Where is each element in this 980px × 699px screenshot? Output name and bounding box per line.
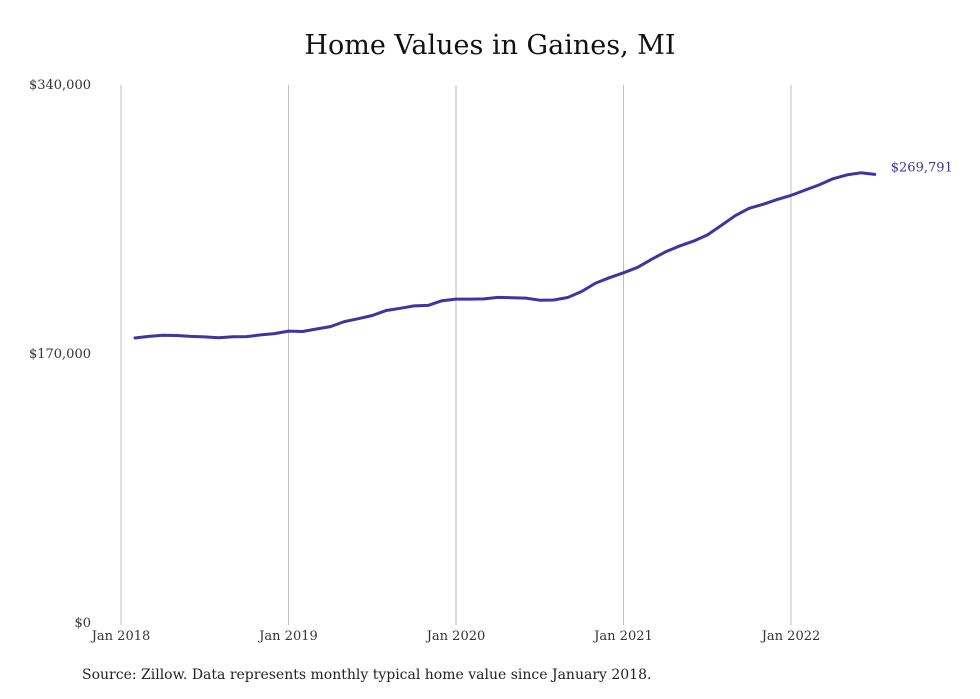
x-tick-label: Jan 2018 [90, 629, 151, 644]
chart-title: Home Values in Gaines, MI [304, 30, 676, 61]
series-line [133, 171, 877, 340]
gridlines [120, 85, 792, 625]
series-group: $269,791 [133, 160, 953, 340]
y-tick-label: $340,000 [29, 78, 91, 93]
x-tick-label: Jan 2022 [760, 629, 821, 644]
x-tick-label: Jan 2021 [592, 629, 653, 644]
x-tick-label: Jan 2020 [425, 629, 486, 644]
source-note: Source: Zillow. Data represents monthly … [82, 667, 652, 683]
y-axis-ticks: $0 $170,000 $340,000 [29, 78, 91, 631]
x-axis-ticks: Jan 2018 Jan 2019 Jan 2020 Jan 2021 Jan 2022 [90, 629, 821, 644]
y-tick-label: $170,000 [29, 347, 91, 362]
end-value-label: $269,791 [891, 160, 953, 175]
x-tick-label: Jan 2019 [257, 629, 318, 644]
y-tick-label: $0 [74, 616, 91, 631]
